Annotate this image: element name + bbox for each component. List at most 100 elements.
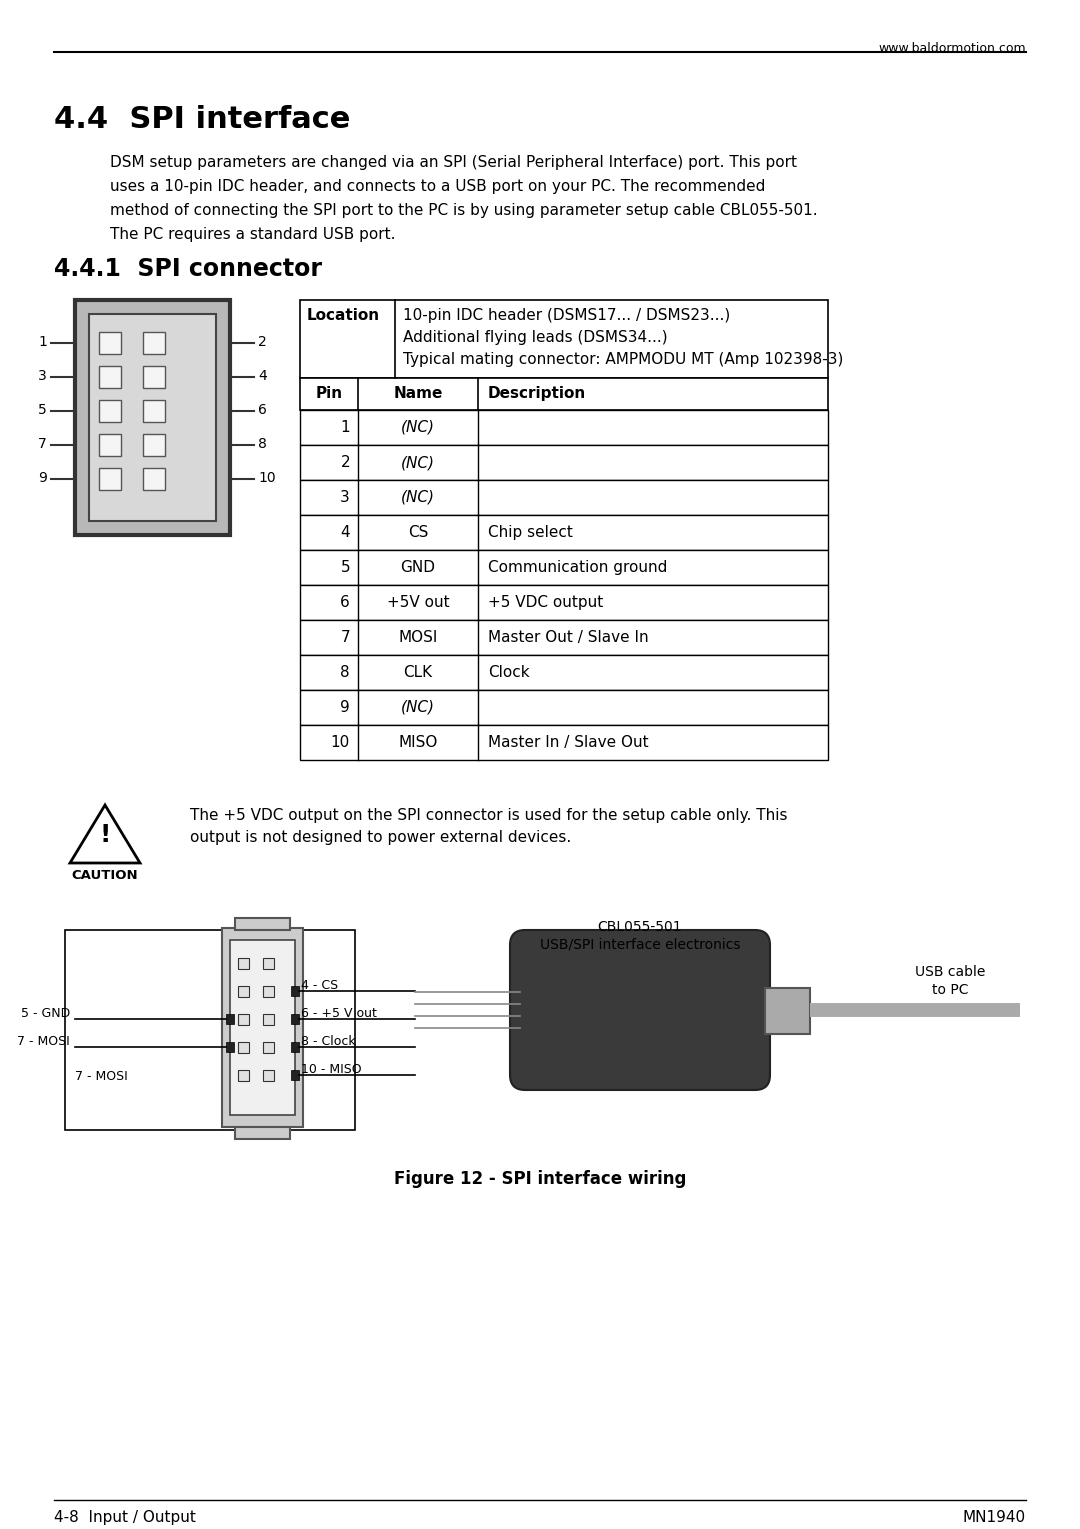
Text: Typical mating connector: AMPMODU MT (Amp 102398-3): Typical mating connector: AMPMODU MT (Am…: [403, 352, 843, 367]
Bar: [291, 1041, 299, 1052]
Text: CBL055-501: CBL055-501: [597, 920, 683, 934]
Text: 7: 7: [340, 630, 350, 645]
Text: 6 - +5 V out: 6 - +5 V out: [301, 1008, 377, 1020]
Text: 4-8  Input / Output: 4-8 Input / Output: [54, 1511, 195, 1524]
Text: 4 - CS: 4 - CS: [301, 979, 338, 992]
Bar: [300, 445, 828, 480]
Bar: [300, 725, 828, 760]
Bar: [143, 401, 165, 422]
Text: USB/SPI interface electronics: USB/SPI interface electronics: [540, 937, 740, 953]
Text: Clock: Clock: [488, 665, 529, 680]
Text: Communication ground: Communication ground: [488, 560, 667, 575]
FancyBboxPatch shape: [510, 930, 770, 1090]
Text: MOSI: MOSI: [399, 630, 437, 645]
Text: (NC): (NC): [401, 456, 435, 469]
Bar: [65, 930, 355, 1130]
Text: 2: 2: [258, 335, 267, 349]
Bar: [300, 480, 828, 515]
Bar: [264, 1014, 274, 1024]
Bar: [235, 1127, 291, 1139]
Bar: [99, 332, 121, 355]
Bar: [300, 654, 828, 690]
Bar: [143, 468, 165, 489]
Text: The PC requires a standard USB port.: The PC requires a standard USB port.: [110, 226, 395, 242]
Bar: [99, 468, 121, 489]
Text: +5V out: +5V out: [387, 595, 449, 610]
Text: Location: Location: [307, 307, 380, 323]
Bar: [230, 940, 295, 1115]
Text: MN1940: MN1940: [963, 1511, 1026, 1524]
Text: 10-pin IDC header (DSMS17... / DSMS23...): 10-pin IDC header (DSMS17... / DSMS23...…: [403, 307, 730, 323]
Bar: [300, 410, 828, 445]
Text: CLK: CLK: [404, 665, 433, 680]
Bar: [300, 619, 828, 654]
Text: Pin: Pin: [315, 385, 342, 401]
Bar: [238, 1014, 249, 1024]
Text: USB cable: USB cable: [915, 965, 985, 979]
Text: 2: 2: [340, 456, 350, 469]
Text: 8: 8: [340, 665, 350, 680]
Bar: [99, 401, 121, 422]
Bar: [300, 300, 828, 378]
Text: 10: 10: [330, 735, 350, 751]
Text: MISO: MISO: [399, 735, 437, 751]
Text: 4: 4: [258, 368, 267, 382]
Bar: [89, 313, 216, 521]
Text: 7: 7: [38, 437, 48, 451]
Text: Figure 12 - SPI interface wiring: Figure 12 - SPI interface wiring: [394, 1170, 686, 1188]
Text: CAUTION: CAUTION: [71, 868, 138, 882]
Text: 4.4.1  SPI connector: 4.4.1 SPI connector: [54, 257, 322, 281]
Text: !: !: [99, 823, 110, 847]
Text: method of connecting the SPI port to the PC is by using parameter setup cable CB: method of connecting the SPI port to the…: [110, 203, 818, 219]
Bar: [226, 1041, 234, 1052]
Text: Master In / Slave Out: Master In / Slave Out: [488, 735, 649, 751]
Bar: [75, 300, 230, 535]
Bar: [300, 515, 828, 550]
Text: 5: 5: [340, 560, 350, 575]
Text: (NC): (NC): [401, 420, 435, 434]
Bar: [238, 1070, 249, 1081]
Text: 9: 9: [340, 700, 350, 716]
Bar: [765, 988, 810, 1034]
Text: Additional flying leads (DSMS34...): Additional flying leads (DSMS34...): [403, 330, 667, 346]
Text: 1: 1: [38, 335, 48, 349]
Text: 7 - MOSI: 7 - MOSI: [17, 1035, 70, 1047]
Text: GND: GND: [401, 560, 435, 575]
Bar: [291, 1070, 299, 1079]
Text: The +5 VDC output on the SPI connector is used for the setup cable only. This: The +5 VDC output on the SPI connector i…: [190, 807, 787, 823]
Bar: [300, 690, 828, 725]
Bar: [300, 586, 828, 619]
Bar: [291, 1014, 299, 1024]
Text: 10 - MISO: 10 - MISO: [301, 1063, 362, 1076]
Text: to PC: to PC: [932, 983, 969, 997]
Bar: [291, 986, 299, 995]
Text: 1: 1: [340, 420, 350, 434]
Bar: [264, 1041, 274, 1053]
Bar: [99, 365, 121, 388]
Bar: [264, 1070, 274, 1081]
Bar: [300, 378, 828, 410]
Text: 5: 5: [38, 404, 48, 417]
Text: 3: 3: [38, 368, 48, 382]
Text: Chip select: Chip select: [488, 524, 572, 540]
Bar: [143, 332, 165, 355]
Bar: [235, 917, 291, 930]
Text: (NC): (NC): [401, 700, 435, 716]
Bar: [143, 434, 165, 456]
Text: output is not designed to power external devices.: output is not designed to power external…: [190, 830, 571, 846]
Polygon shape: [70, 804, 140, 862]
Text: 8: 8: [258, 437, 267, 451]
Text: Name: Name: [393, 385, 443, 401]
Bar: [238, 959, 249, 969]
Text: 6: 6: [340, 595, 350, 610]
Text: +5 VDC output: +5 VDC output: [488, 595, 604, 610]
Text: 4.4  SPI interface: 4.4 SPI interface: [54, 106, 350, 135]
Text: 6: 6: [258, 404, 267, 417]
Text: uses a 10-pin IDC header, and connects to a USB port on your PC. The recommended: uses a 10-pin IDC header, and connects t…: [110, 179, 766, 194]
Bar: [238, 1041, 249, 1053]
Text: www.baldormotion.com: www.baldormotion.com: [878, 41, 1026, 55]
Text: 4: 4: [340, 524, 350, 540]
Bar: [222, 928, 303, 1127]
Bar: [226, 1014, 234, 1024]
Text: (NC): (NC): [401, 489, 435, 505]
